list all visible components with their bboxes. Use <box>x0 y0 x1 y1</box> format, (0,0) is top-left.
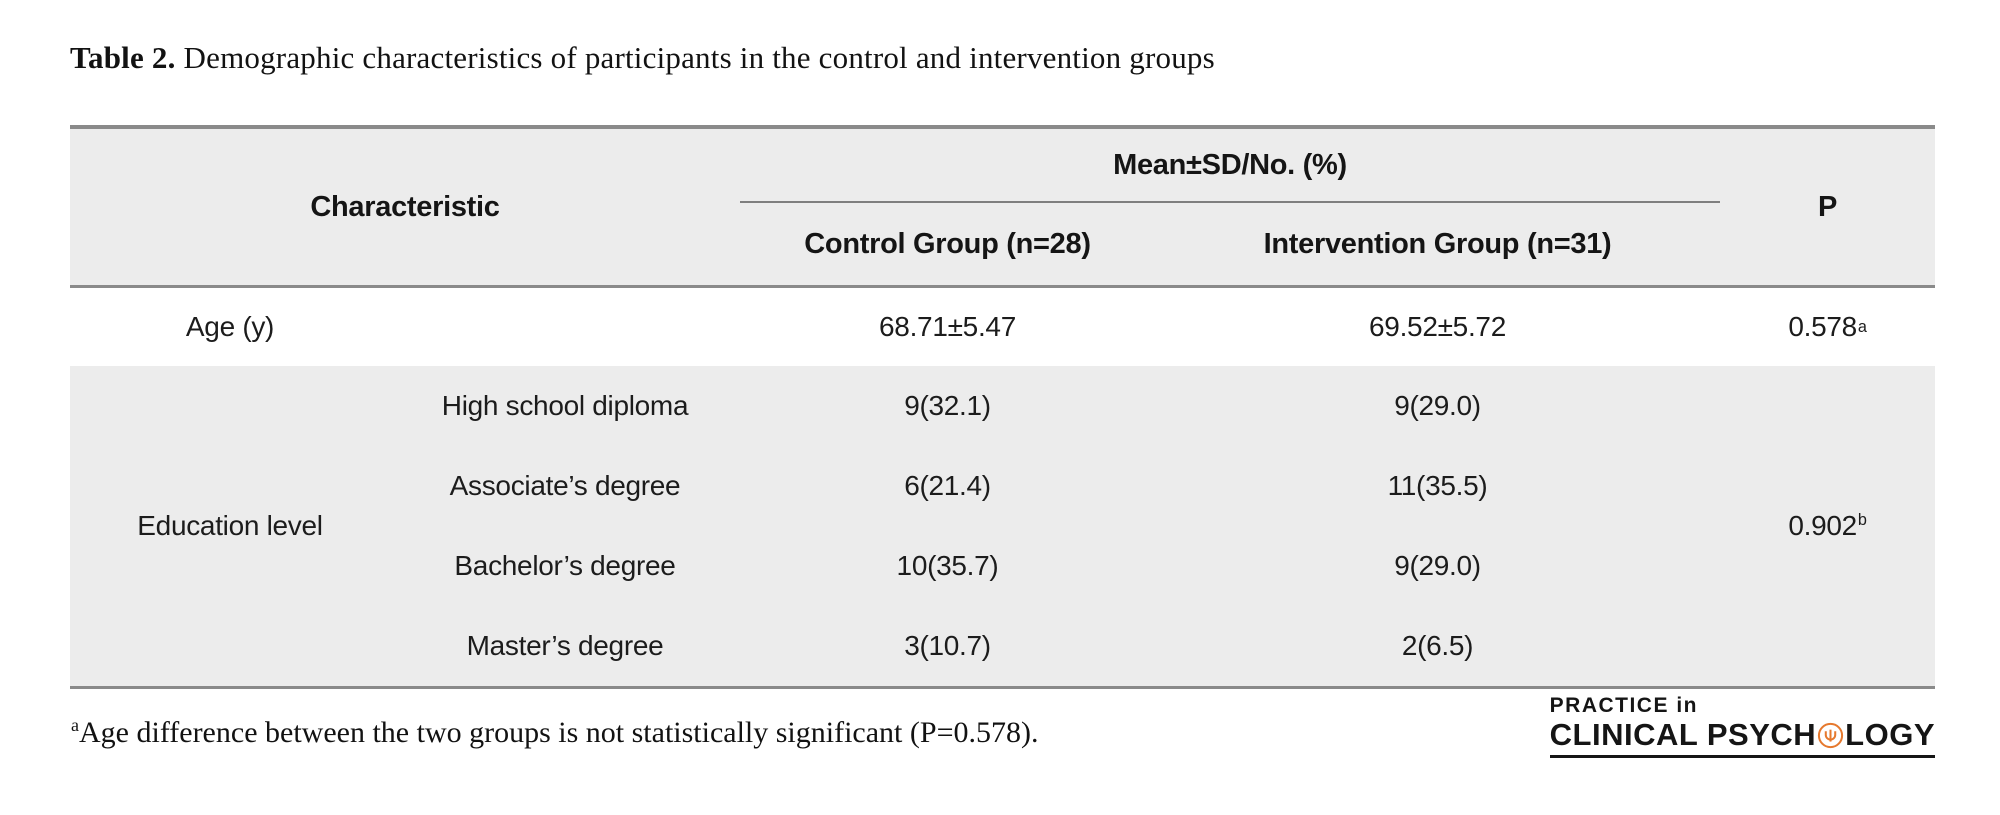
journal-logo-line2-left: CLINICAL PSYCH <box>1549 717 1817 752</box>
age-subcategory-empty <box>390 288 740 366</box>
education-item-control: 10(35.7) <box>896 550 999 581</box>
age-intervention-value: 69.52±5.72 <box>1369 311 1506 342</box>
education-item-label: Associate’s degree <box>449 470 681 501</box>
header-control-group: Control Group (n=28) <box>804 227 1091 260</box>
table-title: Table 2. Demographic characteristics of p… <box>70 40 1215 76</box>
education-p-superscript: b <box>1857 510 1867 529</box>
education-item-label: Bachelor’s degree <box>454 550 676 581</box>
table-header: Characteristic Mean±SD/No. (%) Control G… <box>70 125 1935 288</box>
education-item-intervention: 9(29.0) <box>1394 390 1481 421</box>
table-number: Table 2. <box>70 40 176 75</box>
education-p-value: 0.902b <box>1720 366 1935 686</box>
footnote-text: Age difference between the two groups is… <box>79 716 1039 749</box>
journal-logo-line1: PRACTICE in <box>1549 694 1698 717</box>
header-intervention-group: Intervention Group (n=31) <box>1263 227 1612 260</box>
table-footnote: aAge difference between the two groups i… <box>70 716 1038 750</box>
journal-logo-line2-right: LOGY <box>1845 717 1935 752</box>
education-p-number: 0.902 <box>1788 510 1857 541</box>
education-item-label: High school diploma <box>441 390 689 421</box>
education-item-intervention: 11(35.5) <box>1387 470 1488 501</box>
education-item-intervention: 9(29.0) <box>1394 550 1481 581</box>
education-item-control: 9(32.1) <box>904 390 991 421</box>
age-p-number: 0.578 <box>1788 311 1857 342</box>
age-control-value: 68.71±5.47 <box>879 311 1016 342</box>
education-label: Education level <box>137 510 323 541</box>
education-item-control: 6(21.4) <box>904 470 991 501</box>
header-characteristic: Characteristic <box>310 190 500 223</box>
footnote-superscript: a <box>71 715 79 735</box>
table-section-education: Education level High school diploma 9(32… <box>70 366 1935 689</box>
header-p: P <box>1817 190 1838 223</box>
journal-logo-line2: CLINICAL PSYCH LOGY <box>1549 717 1935 758</box>
psi-in-circle-icon <box>1818 722 1844 748</box>
table-caption: Demographic characteristics of participa… <box>183 40 1215 75</box>
education-item-intervention: 2(6.5) <box>1401 630 1474 661</box>
demographics-table: Characteristic Mean±SD/No. (%) Control G… <box>70 125 1935 689</box>
age-label: Age (y) <box>185 311 275 342</box>
table-row-age: Age (y) 68.71±5.47 69.52±5.72 0.578 a <box>70 288 1935 366</box>
education-item-label: Master’s degree <box>466 630 664 661</box>
age-p-value: 0.578 a <box>1788 311 1867 342</box>
journal-logo: PRACTICE in CLINICAL PSYCH LOGY <box>1549 694 1935 758</box>
education-item-control: 3(10.7) <box>904 630 991 661</box>
header-mean-sd-span: Mean±SD/No. (%) <box>740 129 1720 203</box>
